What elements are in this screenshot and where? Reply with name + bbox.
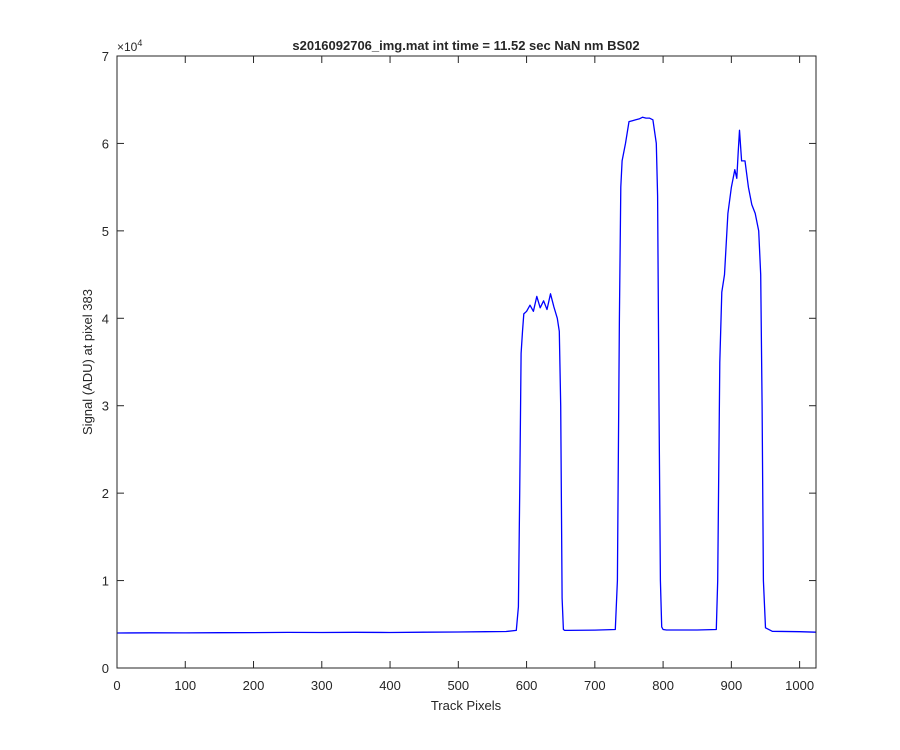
x-tick-label: 1000 — [785, 678, 814, 693]
x-tick-label: 500 — [447, 678, 469, 693]
x-tick-label: 400 — [379, 678, 401, 693]
y-exponent-power: 4 — [137, 38, 142, 48]
y-tick-label: 6 — [102, 136, 109, 151]
y-exponent-label: ×104 — [117, 38, 142, 54]
x-tick-label: 100 — [174, 678, 196, 693]
x-axis-ticks: 0 100 200 300 400 500 600 700 800 900 1000 — [113, 56, 814, 693]
x-tick-label: 0 — [113, 678, 120, 693]
y-tick-label: 3 — [102, 399, 109, 414]
y-axis-ticks: 0 1 2 3 4 5 6 7 — [102, 49, 816, 676]
x-tick-label: 600 — [516, 678, 538, 693]
series-line — [116, 116, 817, 634]
y-axis-label: Signal (ADU) at pixel 383 — [80, 289, 95, 435]
plot-area — [117, 56, 816, 668]
x-tick-label: 700 — [584, 678, 606, 693]
y-exponent-base: ×10 — [117, 40, 138, 54]
axes-box — [116, 55, 817, 669]
svg-text:×104: ×104 — [117, 38, 142, 54]
y-tick-label: 4 — [102, 311, 109, 326]
x-axis-label: Track Pixels — [431, 698, 502, 713]
x-tick-label: 200 — [243, 678, 265, 693]
x-tick-label: 300 — [311, 678, 333, 693]
chart-title: s2016092706_img.mat int time = 11.52 sec… — [292, 38, 639, 53]
y-tick-label: 0 — [102, 661, 109, 676]
plot-content — [116, 116, 817, 634]
y-tick-label: 1 — [102, 574, 109, 589]
y-tick-label: 2 — [102, 486, 109, 501]
y-tick-label: 7 — [102, 49, 109, 64]
x-tick-label: 800 — [652, 678, 674, 693]
x-tick-label: 900 — [721, 678, 743, 693]
y-tick-label: 5 — [102, 224, 109, 239]
